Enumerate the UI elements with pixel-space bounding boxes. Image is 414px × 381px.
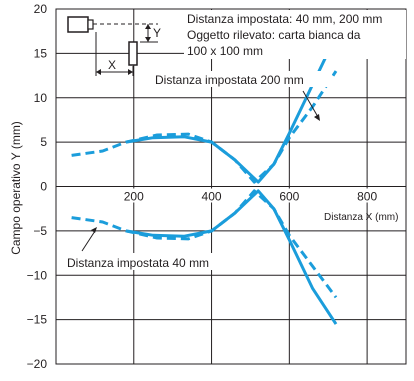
y-tick-label: 5 <box>40 135 47 149</box>
annotation-200mm: Distanza impostata 200 mm <box>152 71 332 121</box>
y-tick-label: −10 <box>27 268 48 282</box>
annotation-40mm: Distanza impostata 40 mm <box>64 227 260 270</box>
diagram-x-label: X <box>108 58 116 72</box>
y-tick-label: 0 <box>40 180 47 194</box>
note-line-3: 100 x 100 mm <box>187 44 263 58</box>
y-tick-label: 10 <box>34 91 48 105</box>
x-tick-bg <box>275 188 304 203</box>
x-tick-label: 400 <box>202 190 222 204</box>
x-tick-label: 600 <box>279 190 299 204</box>
notes-block: Distanza impostata: 40 mm, 200 mm Oggett… <box>184 10 406 59</box>
y-tick-label: −5 <box>33 224 47 238</box>
y-tick-label: −15 <box>27 313 48 327</box>
y-tick-label: 15 <box>34 46 48 60</box>
annotation-40mm-label: Distanza impostata 40 mm <box>67 256 209 270</box>
series-dashed-upper-line <box>71 70 338 184</box>
y-tick-label: −20 <box>27 357 48 371</box>
annotation-200mm-label: Distanza impostata 200 mm <box>155 73 304 87</box>
series-dashed-lower-line <box>71 189 338 299</box>
x-tick-bg <box>197 188 226 203</box>
x-axis-title: Distanza X (mm) <box>324 212 398 223</box>
sensor-diagram: X Y <box>67 16 161 76</box>
y-axis-title: Campo operativo Y (mm) <box>9 121 23 255</box>
x-tick-bg <box>353 188 382 203</box>
note-line-2: Oggetto rilevato: carta bianca da <box>187 28 361 42</box>
series-lines <box>71 34 338 325</box>
y-tick-label: 20 <box>34 2 48 16</box>
note-line-1: Distanza impostata: 40 mm, 200 mm <box>187 12 382 26</box>
grid <box>55 8 407 365</box>
tick-labels: 20 15 10 5 0 −5 −10 −15 −20 200 400 600 800 <box>27 2 382 371</box>
x-tick-bg <box>119 188 148 203</box>
diagram-y-label: Y <box>153 26 161 40</box>
x-tick-label: 800 <box>357 190 377 204</box>
x-tick-label: 200 <box>124 190 144 204</box>
